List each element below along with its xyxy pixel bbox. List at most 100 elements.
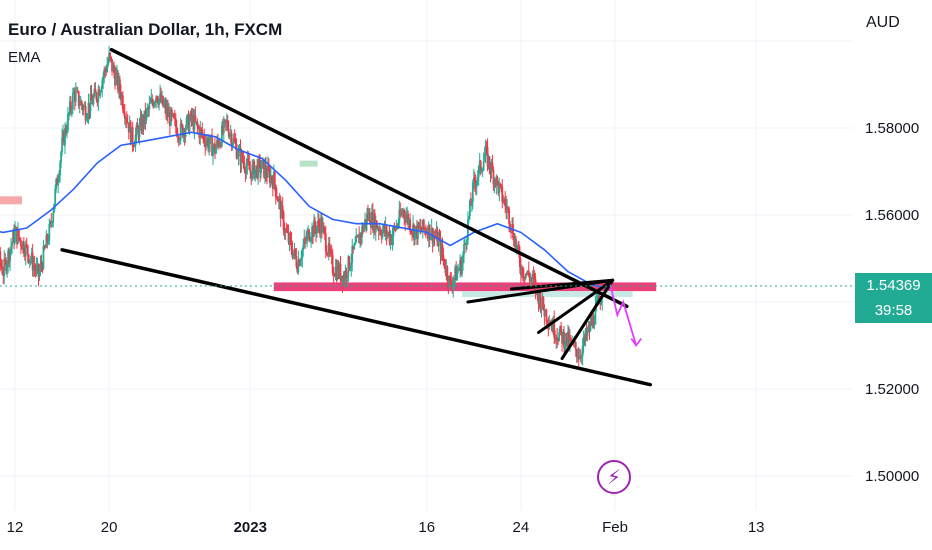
candle-body: [199, 128, 202, 138]
candle-body: [508, 208, 511, 225]
candle-body: [507, 207, 510, 209]
candle-body: [520, 266, 523, 276]
candle-body: [340, 275, 343, 280]
candle-body: [45, 235, 48, 248]
candle-body: [142, 117, 145, 127]
candle-body: [223, 119, 226, 121]
candle-body: [177, 136, 180, 141]
candle-body: [474, 182, 477, 187]
candle-body: [496, 176, 499, 182]
candle-body: [428, 224, 431, 240]
candle-body: [512, 223, 514, 239]
indicator-label[interactable]: EMA: [8, 49, 41, 66]
candle-body: [146, 108, 149, 110]
candle-body: [449, 275, 452, 280]
candle-body: [172, 113, 175, 118]
candle-body: [148, 103, 151, 110]
candle-body: [169, 109, 172, 126]
candle-body: [346, 276, 349, 279]
candle-body: [329, 251, 332, 253]
candle-body: [408, 219, 411, 225]
candle-body: [256, 165, 259, 178]
candle-body: [15, 227, 17, 230]
candle-body: [334, 267, 337, 277]
candle-body: [260, 168, 262, 173]
lightning-bolt-icon[interactable]: ⚡: [597, 460, 631, 494]
candle-body: [445, 266, 448, 273]
candle-body: [565, 333, 567, 345]
candle-body: [134, 134, 137, 146]
candle-body: [95, 92, 98, 100]
candle-body: [34, 268, 37, 272]
candle-body: [27, 254, 30, 263]
candle-body: [122, 109, 125, 114]
candle-body: [499, 183, 502, 185]
candle-body: [287, 232, 290, 243]
candle-body: [117, 72, 119, 90]
candle-body: [338, 264, 341, 277]
y-tick-label: 1.56000: [865, 207, 919, 224]
candle-body: [314, 220, 316, 229]
candle-body: [236, 156, 239, 159]
trendline-drawings: [60, 47, 653, 387]
candle-body: [228, 134, 231, 137]
candle-body: [144, 110, 147, 121]
candle-body: [378, 229, 381, 232]
candle-body: [336, 265, 339, 280]
candle-body: [364, 219, 366, 226]
candle-body: [495, 176, 498, 187]
candle-body: [304, 238, 307, 240]
candle-body: [23, 253, 26, 257]
candle-body: [153, 102, 156, 107]
candle-body: [583, 336, 586, 341]
candle-body: [401, 213, 404, 215]
candle-body: [181, 125, 184, 137]
candle-body: [581, 345, 584, 357]
candle-body: [20, 246, 23, 250]
candle-body: [418, 223, 420, 229]
candle-body: [461, 263, 463, 274]
candle-body: [333, 275, 336, 277]
candle-body: [419, 226, 422, 231]
candle-body: [37, 264, 40, 278]
candle-body: [136, 125, 139, 129]
x-tick-label: 13: [748, 519, 765, 536]
candle-body: [537, 292, 540, 305]
candle-body: [245, 166, 248, 174]
candle-body: [170, 109, 173, 116]
candle-body: [147, 108, 150, 110]
candle-body: [406, 214, 409, 218]
candle-body: [38, 270, 41, 278]
candle-body: [354, 242, 357, 245]
candle-body: [32, 265, 35, 271]
candle-body: [488, 156, 491, 168]
symbol-title[interactable]: Euro / Australian Dollar, 1h, FXCM: [8, 20, 283, 39]
candle-body: [373, 213, 376, 233]
candle-body: [44, 247, 47, 249]
candle-body: [80, 101, 83, 106]
time-axis[interactable]: 12 20 2023 16 24 Feb 13: [7, 519, 765, 536]
candle-body: [76, 90, 79, 92]
candle-body: [5, 260, 8, 272]
candle-body: [128, 121, 131, 133]
candle-body: [75, 90, 78, 92]
candle-body: [467, 219, 469, 240]
candle-body: [222, 120, 225, 133]
candle-body: [194, 115, 197, 122]
candle-body: [22, 241, 25, 254]
wedge-line: [537, 278, 615, 334]
candle-body: [430, 228, 433, 238]
candlestick-series: [0, 46, 604, 368]
price-axis[interactable]: 1.50000 1.52000 1.56000 1.58000: [865, 120, 919, 485]
candle-body: [299, 261, 302, 266]
candle-body: [99, 91, 102, 96]
candle-body: [241, 152, 244, 161]
candle-body: [266, 174, 268, 178]
candle-body: [301, 249, 304, 259]
candle-body: [414, 230, 416, 240]
candle-body: [28, 260, 31, 263]
candle-body: [176, 135, 179, 137]
candle-body: [596, 299, 599, 301]
candle-body: [18, 230, 20, 239]
